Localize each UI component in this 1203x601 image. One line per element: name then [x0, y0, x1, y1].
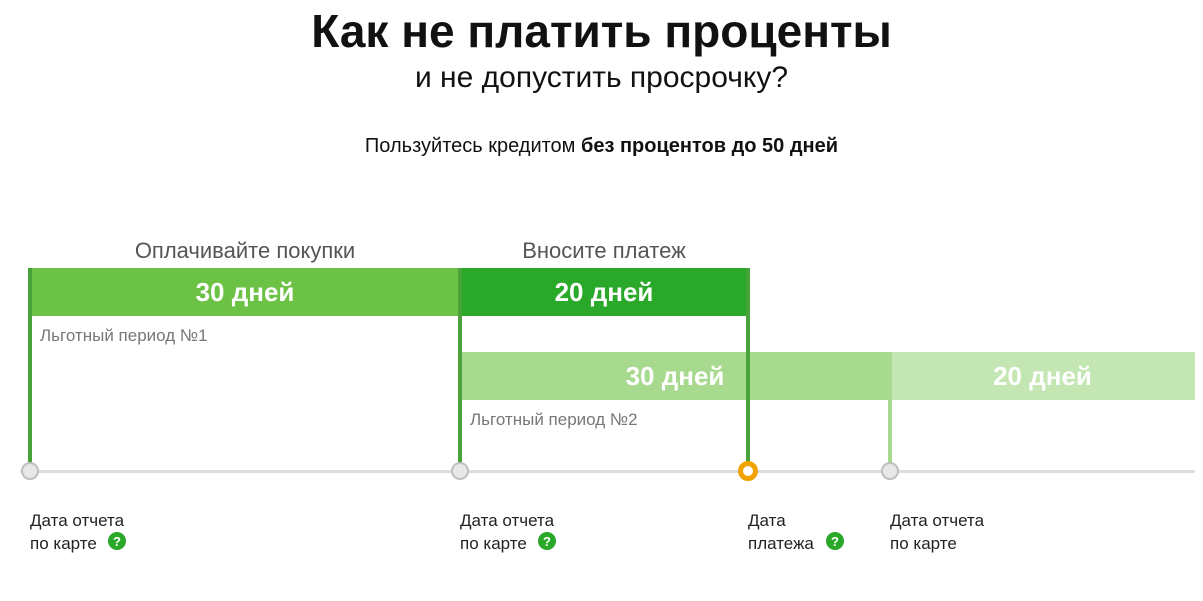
caption-report-3: Дата отчета по карте [890, 510, 984, 556]
segment-label-spend: Оплачивайте покупки [30, 238, 460, 264]
page: Как не платить проценты и не допустить п… [0, 6, 1203, 601]
page-subtitle: и не допустить просрочку? [0, 61, 1203, 95]
period1-bar-30days: 30 дней [30, 268, 460, 316]
period1-bar-20days: 20 дней [460, 268, 748, 316]
caption-payment: Дата платежа [748, 510, 814, 556]
timeline-node-payment [738, 461, 758, 481]
tagline: Пользуйтесь кредитом без процентов до 50… [0, 135, 1203, 158]
segment-label-pay: Вносите платеж [460, 238, 748, 264]
caption-line2: по карте [890, 534, 957, 553]
caption-report-1: Дата отчета по карте [30, 510, 124, 556]
timeline-diagram: Оплачивайте покупки Вносите платеж 30 дн… [0, 230, 1203, 600]
vline-mid-p2 [888, 352, 892, 466]
period2-label: Льготный период №2 [470, 410, 638, 430]
help-icon[interactable]: ? [826, 532, 844, 550]
caption-line1: Дата отчета [30, 511, 124, 530]
help-icon[interactable]: ? [108, 532, 126, 550]
caption-line2: по карте [30, 534, 97, 553]
caption-report-2: Дата отчета по карте [460, 510, 554, 556]
help-icon[interactable]: ? [538, 532, 556, 550]
timeline-node-report-3 [881, 462, 899, 480]
caption-line2: по карте [460, 534, 527, 553]
timeline-node-report-1 [21, 462, 39, 480]
page-title: Как не платить проценты [0, 6, 1203, 57]
caption-line2: платежа [748, 534, 814, 553]
caption-line1: Дата [748, 511, 786, 530]
period2-bar-20days: 20 дней [890, 352, 1195, 400]
tagline-bold: без процентов до 50 дней [581, 135, 838, 157]
caption-line1: Дата отчета [890, 511, 984, 530]
caption-line1: Дата отчета [460, 511, 554, 530]
vline-mid-p1 [458, 268, 462, 466]
tagline-prefix: Пользуйтесь кредитом [365, 135, 581, 157]
vline-end-p1 [746, 268, 750, 466]
timeline-axis [20, 470, 1195, 473]
timeline-node-report-2 [451, 462, 469, 480]
period1-label: Льготный период №1 [40, 326, 208, 346]
period2-bar-30days: 30 дней [460, 352, 890, 400]
vline-start-p1 [28, 268, 32, 466]
